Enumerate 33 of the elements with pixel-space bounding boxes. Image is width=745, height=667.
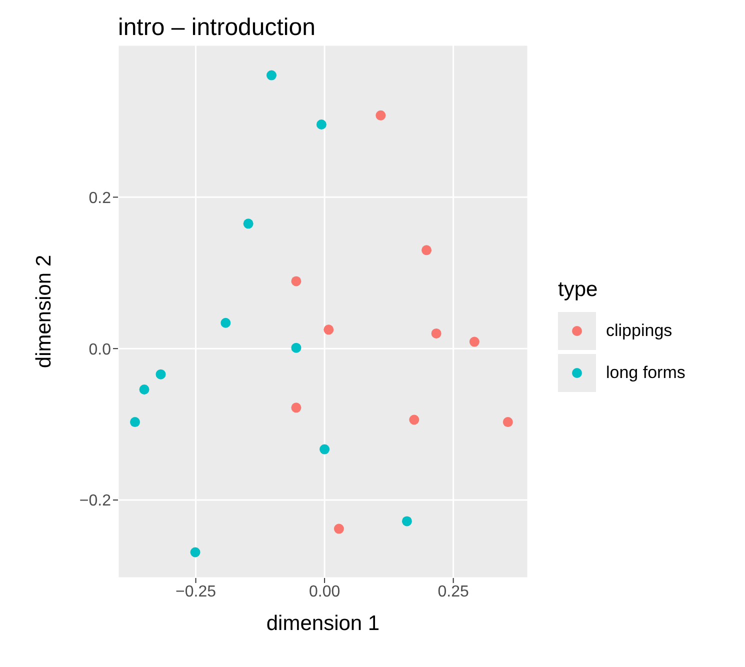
x-tick-label: 0.25 <box>438 583 469 600</box>
legend-label: long forms <box>606 363 686 383</box>
legend-title: type <box>558 278 599 302</box>
x-axis-title: dimension 1 <box>266 612 380 635</box>
point <box>139 384 150 394</box>
point <box>316 119 326 130</box>
point <box>402 516 412 526</box>
point <box>190 547 200 558</box>
y-axis-title: dimension 2 <box>32 254 56 368</box>
legend-label: clippings <box>606 321 672 341</box>
chart-title: intro – introduction <box>118 14 316 42</box>
point <box>291 402 302 413</box>
point <box>469 336 480 347</box>
point <box>130 417 140 428</box>
point <box>291 276 302 286</box>
point <box>334 524 344 534</box>
point <box>376 110 386 120</box>
point <box>320 444 330 454</box>
point <box>422 245 432 256</box>
point <box>243 218 254 229</box>
point <box>220 318 231 328</box>
y-tick-label: −0.2 <box>79 492 112 510</box>
x-tick-label: −0.25 <box>176 583 216 600</box>
point <box>291 342 302 353</box>
point <box>266 70 276 80</box>
point <box>324 324 334 335</box>
x-tick-label: 0.00 <box>308 583 340 600</box>
y-tick-label: 0.2 <box>88 190 112 207</box>
point <box>502 417 513 428</box>
point <box>409 414 420 425</box>
point <box>156 369 166 380</box>
point <box>431 328 442 338</box>
y-tick-label: 0.0 <box>88 341 112 358</box>
